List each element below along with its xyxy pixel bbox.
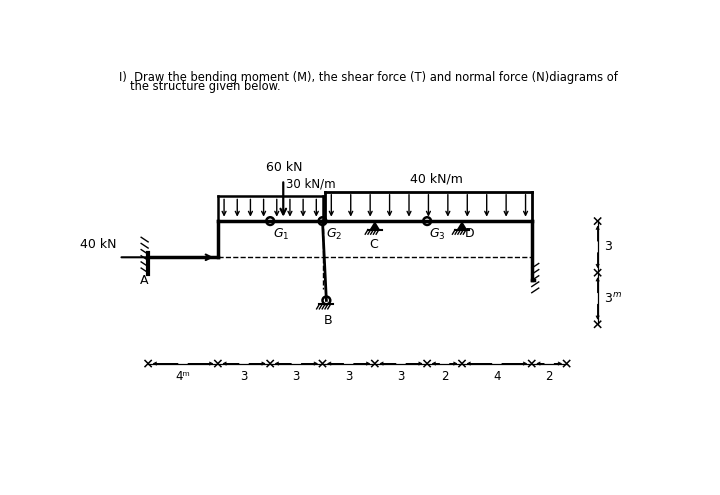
Text: 30 kN/m: 30 kN/m <box>286 177 336 190</box>
Text: $G_3$: $G_3$ <box>429 227 446 243</box>
Text: 4ᵐ: 4ᵐ <box>176 370 190 383</box>
Text: 60 kN: 60 kN <box>266 161 302 174</box>
Text: D: D <box>464 227 474 240</box>
Text: 3: 3 <box>345 370 352 383</box>
Text: 3: 3 <box>240 370 248 383</box>
Text: $G_2$: $G_2$ <box>325 227 342 243</box>
Text: 3: 3 <box>292 370 300 383</box>
Text: 4: 4 <box>493 370 500 383</box>
Text: 2: 2 <box>441 370 449 383</box>
Text: $3^m$: $3^m$ <box>604 292 622 305</box>
Polygon shape <box>369 221 380 230</box>
Text: I)  Draw the bending moment (M), the shear force (T) and normal force (N)diagram: I) Draw the bending moment (M), the shea… <box>120 71 618 84</box>
Text: the structure given below.: the structure given below. <box>130 80 281 93</box>
Text: 2: 2 <box>546 370 553 383</box>
Text: B: B <box>323 314 332 327</box>
Text: A: A <box>140 274 148 287</box>
Text: 40 kN: 40 kN <box>80 238 117 251</box>
Text: $G_1$: $G_1$ <box>272 227 289 243</box>
Text: C: C <box>369 238 377 251</box>
Text: 40 kN/m: 40 kN/m <box>410 173 463 186</box>
Text: 3: 3 <box>397 370 405 383</box>
Text: 3: 3 <box>604 241 612 253</box>
Polygon shape <box>457 221 467 230</box>
